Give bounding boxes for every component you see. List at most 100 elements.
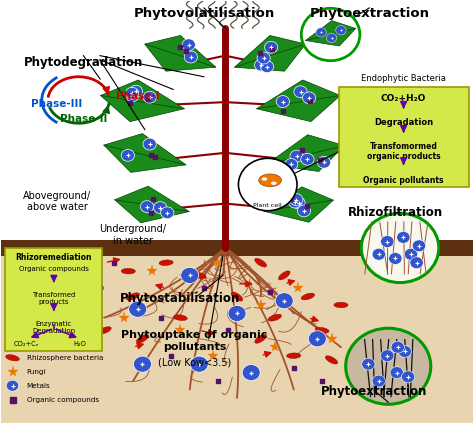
Ellipse shape	[231, 292, 243, 301]
Circle shape	[372, 248, 385, 260]
Circle shape	[260, 61, 273, 73]
Polygon shape	[267, 135, 344, 171]
Text: H₂O: H₂O	[73, 341, 86, 347]
Circle shape	[182, 39, 195, 50]
Text: Enzymatic
Degradation: Enzymatic Degradation	[32, 321, 75, 334]
Ellipse shape	[127, 293, 139, 300]
Ellipse shape	[255, 258, 267, 267]
Circle shape	[292, 197, 305, 209]
Ellipse shape	[173, 315, 187, 321]
Circle shape	[143, 91, 156, 103]
Circle shape	[412, 240, 426, 252]
Text: Organic compounds: Organic compounds	[27, 396, 99, 403]
Circle shape	[301, 153, 314, 165]
Polygon shape	[264, 187, 333, 222]
Circle shape	[381, 236, 394, 248]
Circle shape	[264, 41, 278, 53]
Circle shape	[389, 253, 402, 265]
Ellipse shape	[278, 271, 290, 280]
Circle shape	[161, 207, 174, 219]
Polygon shape	[145, 36, 216, 71]
Circle shape	[317, 156, 330, 168]
Ellipse shape	[192, 272, 206, 279]
Text: Organic pollutants: Organic pollutants	[364, 176, 444, 184]
Text: (Low Kow<3.5): (Low Kow<3.5)	[158, 357, 231, 367]
Circle shape	[361, 213, 439, 282]
Circle shape	[290, 150, 303, 162]
Circle shape	[390, 367, 403, 379]
Text: Endophytic Bacteria: Endophytic Bacteria	[361, 74, 446, 83]
Text: Phytodegradation: Phytodegradation	[24, 56, 143, 69]
Circle shape	[398, 346, 411, 357]
Ellipse shape	[301, 293, 315, 300]
Text: Fungi: Fungi	[27, 369, 46, 375]
Polygon shape	[100, 80, 184, 122]
FancyBboxPatch shape	[5, 248, 102, 351]
Ellipse shape	[271, 181, 277, 185]
Text: Plant cell: Plant cell	[254, 203, 282, 208]
Circle shape	[391, 341, 404, 353]
Circle shape	[121, 149, 135, 161]
Ellipse shape	[80, 301, 91, 310]
Circle shape	[289, 196, 301, 208]
Circle shape	[129, 85, 143, 97]
Text: Rhizosphere bacteria: Rhizosphere bacteria	[27, 355, 103, 361]
Text: Phase-III: Phase-III	[31, 99, 82, 109]
Circle shape	[397, 232, 410, 243]
Text: Phytouptake of organic
pollutants: Phytouptake of organic pollutants	[121, 330, 268, 351]
Circle shape	[134, 356, 152, 372]
Circle shape	[404, 248, 418, 260]
Circle shape	[242, 365, 260, 381]
Polygon shape	[104, 134, 186, 173]
Ellipse shape	[88, 262, 102, 268]
Bar	[0, 248, 474, 423]
Polygon shape	[115, 186, 189, 223]
Text: Phase-II: Phase-II	[60, 114, 107, 124]
Circle shape	[129, 301, 147, 317]
Text: Rhizofiltration: Rhizofiltration	[348, 206, 443, 218]
Ellipse shape	[121, 268, 136, 274]
Circle shape	[326, 33, 337, 42]
Circle shape	[362, 358, 375, 370]
Circle shape	[143, 138, 156, 150]
Text: Aboveground/
above water: Aboveground/ above water	[23, 191, 91, 212]
Circle shape	[301, 8, 360, 61]
Ellipse shape	[315, 327, 329, 333]
Text: Phytoextraction: Phytoextraction	[310, 7, 429, 20]
Circle shape	[86, 280, 104, 296]
Ellipse shape	[268, 314, 282, 321]
Circle shape	[181, 268, 199, 283]
Circle shape	[238, 158, 297, 211]
Polygon shape	[235, 36, 306, 71]
Circle shape	[190, 356, 208, 372]
Circle shape	[316, 28, 326, 37]
Circle shape	[290, 194, 303, 206]
Text: Phytostabilisation: Phytostabilisation	[120, 292, 240, 305]
Ellipse shape	[255, 335, 266, 343]
Ellipse shape	[334, 302, 348, 308]
Bar	[0, 240, 474, 256]
Circle shape	[309, 331, 326, 347]
Circle shape	[275, 293, 293, 309]
Text: Transfomormed
organic products: Transfomormed organic products	[367, 142, 440, 161]
Text: Phase-I: Phase-I	[117, 91, 160, 101]
Text: CO₂+Cₙ: CO₂+Cₙ	[14, 341, 39, 347]
Text: Rhizoremediation: Rhizoremediation	[16, 254, 92, 262]
Circle shape	[126, 90, 139, 102]
Ellipse shape	[137, 335, 148, 343]
Circle shape	[257, 52, 270, 64]
Circle shape	[372, 375, 385, 387]
Ellipse shape	[159, 260, 173, 265]
Circle shape	[346, 328, 431, 404]
Circle shape	[297, 205, 310, 217]
Ellipse shape	[6, 355, 19, 361]
Circle shape	[284, 159, 298, 170]
Circle shape	[154, 202, 167, 214]
Text: Phytovolatilisation: Phytovolatilisation	[133, 7, 274, 20]
Circle shape	[410, 257, 423, 269]
Circle shape	[294, 86, 307, 98]
Circle shape	[140, 201, 154, 212]
Polygon shape	[305, 21, 356, 46]
Ellipse shape	[259, 174, 282, 187]
Text: Degradation: Degradation	[374, 118, 433, 127]
